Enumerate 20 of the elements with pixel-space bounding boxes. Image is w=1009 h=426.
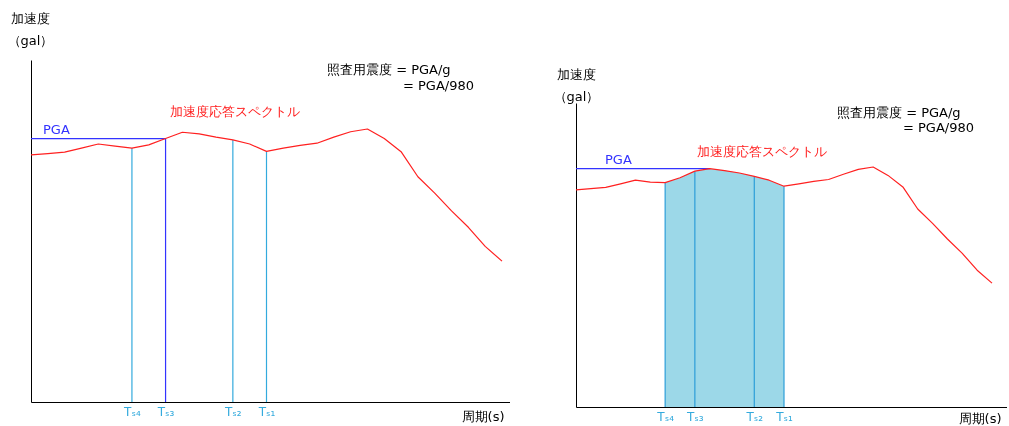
x-tick-label: Tₛ₁ xyxy=(257,404,276,419)
y-axis-title: 加速度（gal） xyxy=(553,66,600,104)
x-tick-label: Tₛ₃ xyxy=(686,409,704,424)
text: = PGA/980 xyxy=(903,120,975,135)
series-label: 加速度応答スペクトル xyxy=(697,144,827,159)
x-axis-title: 周期(s) xyxy=(461,408,505,424)
x-tick-label: Tₛ₁ xyxy=(775,409,793,424)
y-axis-title: 加速度（gal） xyxy=(7,10,54,48)
x-tick-label: Tₛ₃ xyxy=(156,404,175,419)
x-tick-label: Tₛ₄ xyxy=(123,404,141,419)
text: = PGA/980 xyxy=(403,78,475,93)
x-tick-label: Tₛ₂ xyxy=(224,404,242,419)
x-tick-label: Tₛ₂ xyxy=(745,409,764,424)
x-tick-label: Tₛ₄ xyxy=(656,409,675,424)
ref-line-label: PGA xyxy=(43,121,70,137)
text: 照査用震度 = PGA/g xyxy=(327,62,451,77)
series-label: 加速度応答スペクトル xyxy=(170,104,300,119)
x-axis-title: 周期(s) xyxy=(958,410,1002,426)
ref-line-label: PGA xyxy=(605,151,632,167)
text: 照査用震度 = PGA/g xyxy=(837,105,961,120)
